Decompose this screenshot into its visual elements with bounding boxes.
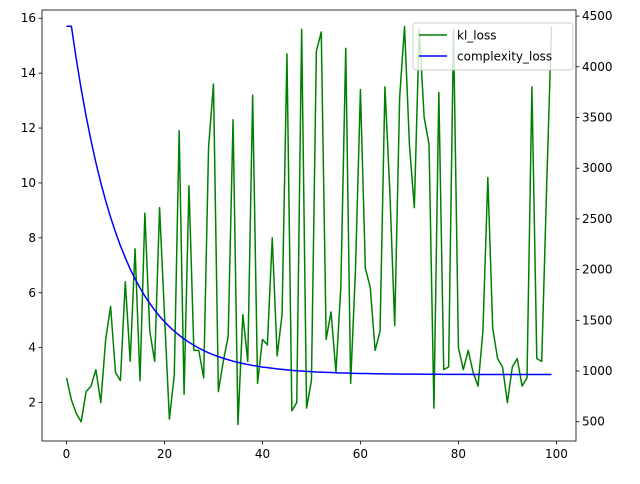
- legend-label-kl-loss: kl_loss: [457, 29, 496, 43]
- y-right-tick-label: 1500: [582, 313, 613, 327]
- y-left-tick-label: 4: [28, 341, 36, 355]
- y-right-tick-label: 4000: [582, 60, 613, 74]
- x-tick-label: 80: [451, 447, 466, 461]
- legend-box: [412, 22, 574, 71]
- y-left-tick-label: 14: [21, 66, 36, 80]
- x-tick-label: 40: [255, 447, 270, 461]
- series-line-complexity-loss: [66, 25, 552, 376]
- y-left-tick-label: 6: [28, 286, 36, 300]
- y-left-tick-label: 2: [28, 396, 36, 410]
- x-tick-label: 100: [545, 447, 568, 461]
- y-left-tick-label: 16: [21, 11, 36, 25]
- y-right-tick-label: 3000: [582, 161, 613, 175]
- y-right-tick-label: 2000: [582, 263, 613, 277]
- y-right-tick-label: 1000: [582, 364, 613, 378]
- plot-frame: [41, 9, 577, 442]
- legend: kl_loss complexity_loss: [412, 22, 574, 71]
- y-left-tick-label: 12: [21, 121, 36, 135]
- x-tick-label: 20: [157, 447, 172, 461]
- y-right-tick-label: 2500: [582, 212, 613, 226]
- y-right-tick-label: 3500: [582, 110, 613, 124]
- x-tick-label: 60: [353, 447, 368, 461]
- x-tick-label: 0: [63, 447, 71, 461]
- legend-label-complexity-loss: complexity_loss: [457, 50, 552, 64]
- y-right-tick-label: 500: [582, 415, 605, 429]
- y-right-tick-label: 4500: [582, 9, 613, 23]
- y-left-tick-label: 8: [28, 231, 36, 245]
- y-left-tick-label: 10: [21, 176, 36, 190]
- series-line-kl-loss: [65, 25, 553, 426]
